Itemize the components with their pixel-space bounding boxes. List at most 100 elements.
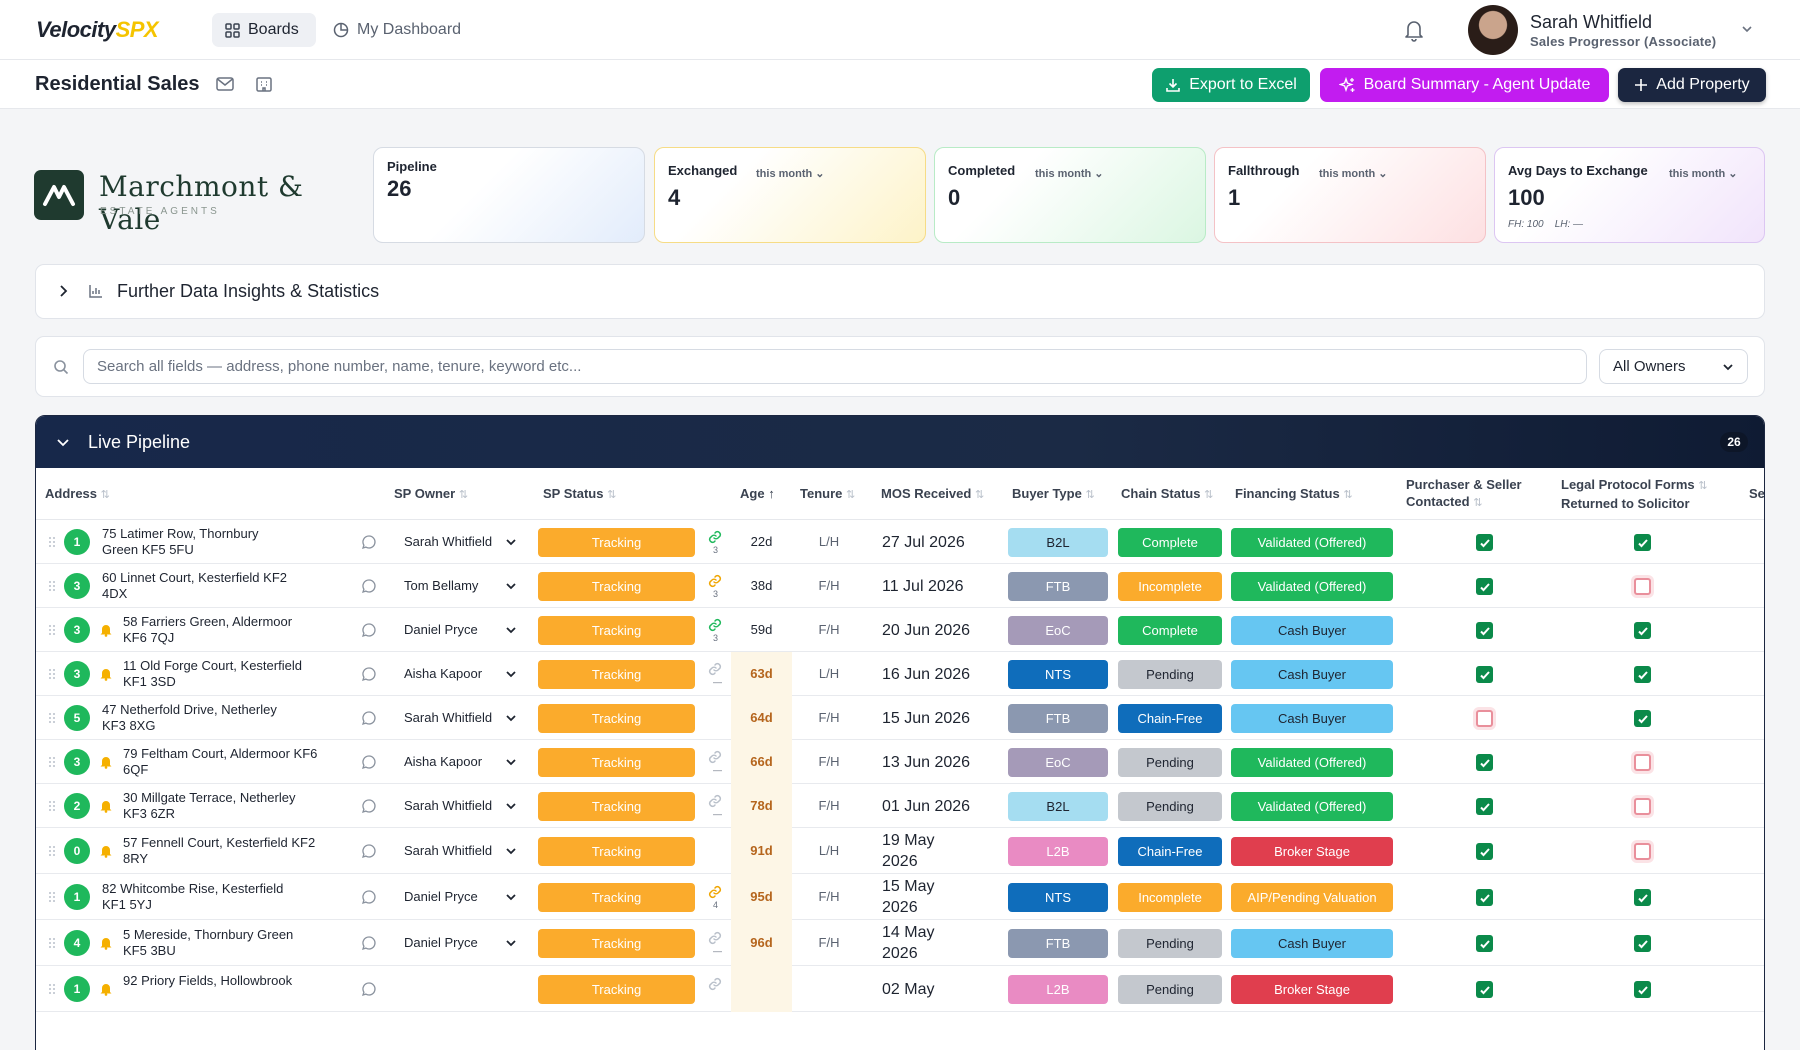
row-sp-status[interactable]: Tracking	[538, 704, 695, 733]
table-row[interactable]: 1 75 Latimer Row, Thornbury Green KF5 5FU S…	[36, 520, 1764, 564]
col-age[interactable]: Age ↑	[740, 486, 775, 501]
stat-card-pipeline[interactable]: Pipeline 26	[373, 147, 645, 243]
row-sp-status[interactable]: Tracking	[538, 883, 695, 912]
col-chain-status[interactable]: Chain Status ⇅	[1121, 486, 1214, 501]
row-chain-status[interactable]: Incomplete	[1118, 883, 1222, 912]
link-icon[interactable]	[708, 931, 722, 945]
notifications-bell-icon[interactable]	[1403, 18, 1425, 42]
contacted-checkbox[interactable]	[1476, 798, 1493, 815]
row-buyer-type[interactable]: EoC	[1008, 616, 1108, 645]
row-owner[interactable]: Sarah Whitfield	[404, 710, 493, 725]
row-address[interactable]: 60 Linnet Court, Kesterfield KF2 4DX	[102, 570, 300, 602]
link-icon[interactable]	[708, 750, 722, 764]
contacted-checkbox[interactable]	[1476, 935, 1493, 952]
col-se[interactable]: Se	[1749, 486, 1765, 501]
row-financing-status[interactable]: Cash Buyer	[1231, 704, 1393, 733]
owner-chevron-down-icon[interactable]	[505, 580, 517, 592]
row-sp-status[interactable]: Tracking	[538, 929, 695, 958]
user-name[interactable]: Sarah Whitfield	[1530, 12, 1653, 32]
row-buyer-type[interactable]: FTB	[1008, 704, 1108, 733]
owner-chevron-down-icon[interactable]	[505, 624, 517, 636]
building-icon[interactable]	[255, 75, 273, 93]
comment-icon[interactable]	[361, 666, 377, 682]
contacted-checkbox[interactable]	[1476, 754, 1493, 771]
legal-forms-checkbox[interactable]	[1634, 578, 1651, 595]
contacted-checkbox[interactable]	[1476, 578, 1493, 595]
link-icon[interactable]	[708, 662, 722, 676]
stat-card-exchanged[interactable]: Exchanged this month ⌄ 4	[654, 147, 926, 243]
contacted-checkbox[interactable]	[1476, 710, 1493, 727]
export-excel-button[interactable]: Export to Excel	[1152, 68, 1310, 102]
app-logo[interactable]: VelocitySPX	[36, 17, 159, 43]
row-owner[interactable]: Sarah Whitfield	[404, 798, 493, 813]
row-address[interactable]: 92 Priory Fields, Hollowbrook	[123, 973, 321, 989]
row-sp-status[interactable]: Tracking	[538, 975, 695, 1004]
comment-icon[interactable]	[361, 710, 377, 726]
legal-forms-checkbox[interactable]	[1634, 981, 1651, 998]
drag-handle-icon[interactable]	[48, 800, 56, 812]
row-sp-status[interactable]: Tracking	[538, 528, 695, 557]
row-chain-status[interactable]: Complete	[1118, 616, 1222, 645]
row-chain-status[interactable]: Complete	[1118, 528, 1222, 557]
row-sp-status[interactable]: Tracking	[538, 572, 695, 601]
comment-icon[interactable]	[361, 754, 377, 770]
row-chain-status[interactable]: Pending	[1118, 975, 1222, 1004]
drag-handle-icon[interactable]	[48, 983, 56, 995]
nav-dashboard[interactable]: My Dashboard	[320, 13, 474, 47]
stat-avgdays-period[interactable]: this month ⌄	[1669, 168, 1738, 180]
row-chain-status[interactable]: Pending	[1118, 660, 1222, 689]
comment-icon[interactable]	[361, 578, 377, 594]
mail-icon[interactable]	[216, 77, 234, 91]
link-icon[interactable]	[708, 977, 722, 991]
stat-card-avg-days[interactable]: Avg Days to Exchange this month ⌄ 100 FH…	[1494, 147, 1765, 243]
row-address[interactable]: 5 Mereside, Thornbury Green KF5 3BU	[123, 927, 321, 959]
pipeline-header[interactable]: Live Pipeline 26	[36, 416, 1764, 468]
drag-handle-icon[interactable]	[48, 845, 56, 857]
comment-icon[interactable]	[361, 843, 377, 859]
col-sp-owner[interactable]: SP Owner ⇅	[394, 486, 469, 501]
owner-chevron-down-icon[interactable]	[505, 536, 517, 548]
owner-chevron-down-icon[interactable]	[505, 800, 517, 812]
col-buyer-type[interactable]: Buyer Type ⇅	[1012, 486, 1095, 501]
table-row[interactable]: 5 47 Netherfold Drive, Netherley KF3 8XG Sa…	[36, 696, 1764, 740]
col-financing-status[interactable]: Financing Status ⇅	[1235, 486, 1353, 501]
owner-chevron-down-icon[interactable]	[505, 712, 517, 724]
link-icon[interactable]	[708, 794, 722, 808]
row-buyer-type[interactable]: EoC	[1008, 748, 1108, 777]
row-chain-status[interactable]: Pending	[1118, 748, 1222, 777]
row-financing-status[interactable]: Validated (Offered)	[1231, 528, 1393, 557]
drag-handle-icon[interactable]	[48, 580, 56, 592]
drag-handle-icon[interactable]	[48, 536, 56, 548]
stat-fallthrough-period[interactable]: this month ⌄	[1319, 168, 1388, 180]
col-tenure[interactable]: Tenure ⇅	[800, 486, 856, 501]
row-buyer-type[interactable]: FTB	[1008, 929, 1108, 958]
board-summary-button[interactable]: Board Summary - Agent Update	[1320, 68, 1609, 102]
table-row[interactable]: 3 58 Farriers Green, Aldermoor KF6 7QJ Dani…	[36, 608, 1764, 652]
row-buyer-type[interactable]: NTS	[1008, 883, 1108, 912]
row-financing-status[interactable]: Validated (Offered)	[1231, 572, 1393, 601]
row-owner[interactable]: Daniel Pryce	[404, 889, 478, 904]
row-chain-status[interactable]: Chain-Free	[1118, 704, 1222, 733]
link-icon[interactable]	[708, 574, 722, 588]
table-row[interactable]: 3 11 Old Forge Court, Kesterfield KF1 3SD A…	[36, 652, 1764, 696]
legal-forms-checkbox[interactable]	[1634, 798, 1651, 815]
row-financing-status[interactable]: Broker Stage	[1231, 975, 1393, 1004]
contacted-checkbox[interactable]	[1476, 843, 1493, 860]
row-owner[interactable]: Daniel Pryce	[404, 622, 478, 637]
table-row[interactable]: 1 82 Whitcombe Rise, Kesterfield KF1 5YJ Da…	[36, 874, 1764, 920]
comment-icon[interactable]	[361, 889, 377, 905]
stat-completed-period[interactable]: this month ⌄	[1035, 168, 1104, 180]
row-owner[interactable]: Sarah Whitfield	[404, 843, 493, 858]
row-buyer-type[interactable]: B2L	[1008, 528, 1108, 557]
contacted-checkbox[interactable]	[1476, 534, 1493, 551]
collapse-chevron-icon[interactable]	[56, 437, 70, 449]
drag-handle-icon[interactable]	[48, 937, 56, 949]
comment-icon[interactable]	[361, 798, 377, 814]
row-address[interactable]: 58 Farriers Green, Aldermoor KF6 7QJ	[123, 614, 321, 646]
row-owner[interactable]: Aisha Kapoor	[404, 666, 483, 681]
nav-boards[interactable]: Boards	[212, 13, 316, 47]
row-address[interactable]: 79 Feltham Court, Aldermoor KF6 6QF	[123, 746, 321, 778]
legal-forms-checkbox[interactable]	[1634, 710, 1651, 727]
row-address[interactable]: 47 Netherfold Drive, Netherley KF3 8XG	[102, 702, 300, 734]
comment-icon[interactable]	[361, 935, 377, 951]
